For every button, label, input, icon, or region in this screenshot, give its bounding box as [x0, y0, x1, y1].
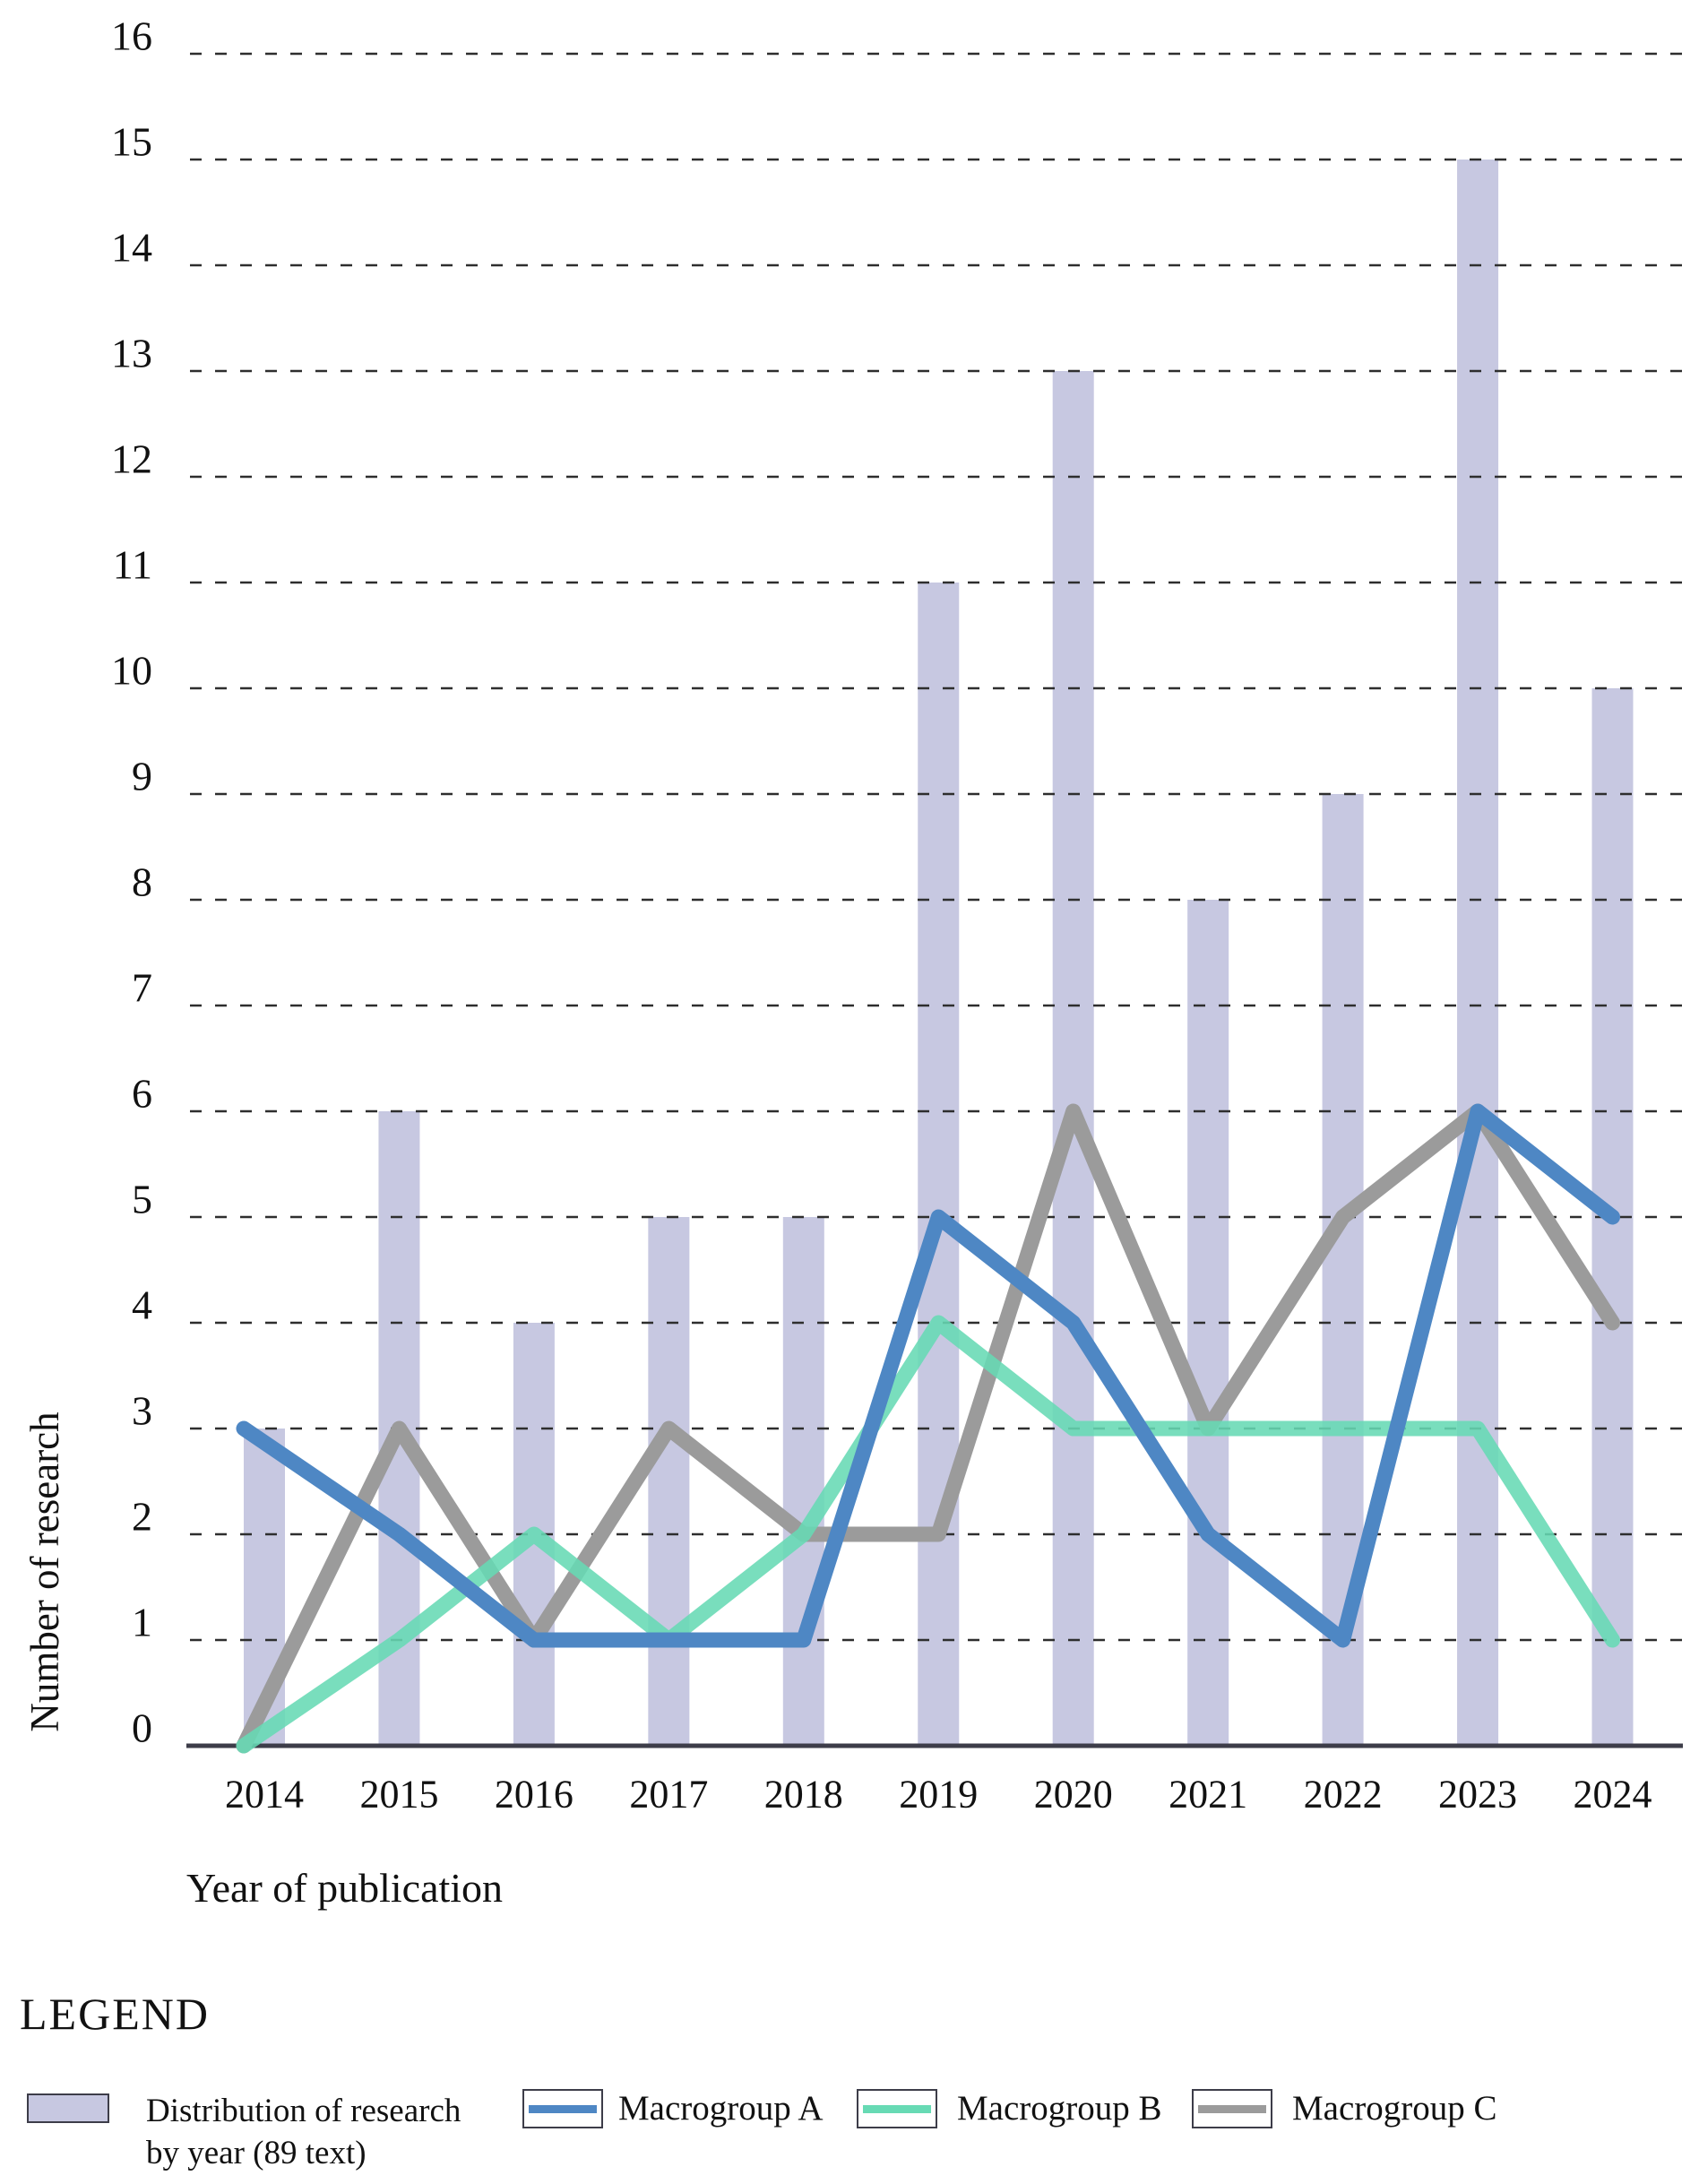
- legend-line-c-icon: [1198, 2104, 1266, 2113]
- x-tick-label-2017: 2017: [629, 1773, 708, 1817]
- series-lines-layer: [236, 1103, 1620, 1754]
- y-axis-title: Number of research: [22, 1411, 67, 1732]
- x-tick-label-2022: 2022: [1304, 1773, 1383, 1817]
- legend-line-a-icon: [529, 2104, 597, 2113]
- legend-label-macrogroup-b: Macrogroup B: [957, 2089, 1162, 2128]
- legend-label-macrogroup-a: Macrogroup A: [618, 2089, 824, 2128]
- bar-2017: [648, 1217, 690, 1746]
- legend-marker-macrogroup-c: [1192, 2089, 1272, 2128]
- y-tick-label-13: 13: [111, 331, 152, 376]
- y-tick-label-3: 3: [132, 1388, 152, 1434]
- x-tick-label-2024: 2024: [1574, 1773, 1652, 1817]
- x-tick-label-2023: 2023: [1438, 1773, 1517, 1817]
- y-tick-label-7: 7: [132, 965, 152, 1011]
- y-tick-label-16: 16: [111, 13, 152, 59]
- bar-2018: [782, 1217, 824, 1746]
- legend-bar-label: Distribution of research by year (89 tex…: [146, 2091, 461, 2174]
- y-tick-label-2: 2: [132, 1494, 152, 1540]
- y-tick-label-10: 10: [111, 648, 152, 694]
- y-tick-label-0: 0: [132, 1705, 152, 1751]
- bar-2023: [1457, 160, 1499, 1746]
- y-tick-label-6: 6: [132, 1071, 152, 1117]
- bar-2020: [1052, 371, 1094, 1746]
- y-tick-label-5: 5: [132, 1177, 152, 1222]
- x-tick-label-2014: 2014: [225, 1773, 304, 1817]
- x-tick-label-2021: 2021: [1169, 1773, 1247, 1817]
- y-tick-label-9: 9: [132, 754, 152, 799]
- y-tick-label-12: 12: [111, 436, 152, 482]
- x-tick-label-2020: 2020: [1034, 1773, 1113, 1817]
- x-tick-label-2015: 2015: [359, 1773, 438, 1817]
- legend-bar-label-line1: Distribution of research: [146, 2093, 461, 2129]
- legend-marker-macrogroup-a: [522, 2089, 603, 2128]
- x-tick-label-2019: 2019: [899, 1773, 978, 1817]
- x-tick-label-2016: 2016: [495, 1773, 574, 1817]
- line-macrogroup-a: [236, 1103, 1620, 1648]
- y-tick-label-15: 15: [111, 119, 152, 165]
- legend-bar-swatch: [27, 2093, 109, 2123]
- legend-bar-label-line2: by year (89 text): [146, 2134, 367, 2171]
- legend-label-macrogroup-c: Macrogroup C: [1292, 2089, 1497, 2128]
- y-tick-label-1: 1: [132, 1600, 152, 1645]
- x-axis-title: Year of publication: [186, 1865, 504, 1911]
- legend-heading: LEGEND: [20, 1989, 210, 2039]
- bar-2019: [918, 583, 960, 1746]
- x-tick-label-2018: 2018: [764, 1773, 843, 1817]
- x-tick-labels: 2014 2015 2016 2017 2018 2019 2020 2021 2022 2023…: [225, 1773, 1652, 1817]
- legend-line-b-icon: [863, 2104, 931, 2113]
- y-tick-label-8: 8: [132, 859, 152, 905]
- line-macrogroup-b: [236, 1315, 1620, 1754]
- y-tick-label-11: 11: [113, 542, 152, 588]
- legend-marker-macrogroup-b: [857, 2089, 937, 2128]
- y-tick-label-4: 4: [132, 1282, 152, 1328]
- y-tick-label-14: 14: [111, 225, 152, 271]
